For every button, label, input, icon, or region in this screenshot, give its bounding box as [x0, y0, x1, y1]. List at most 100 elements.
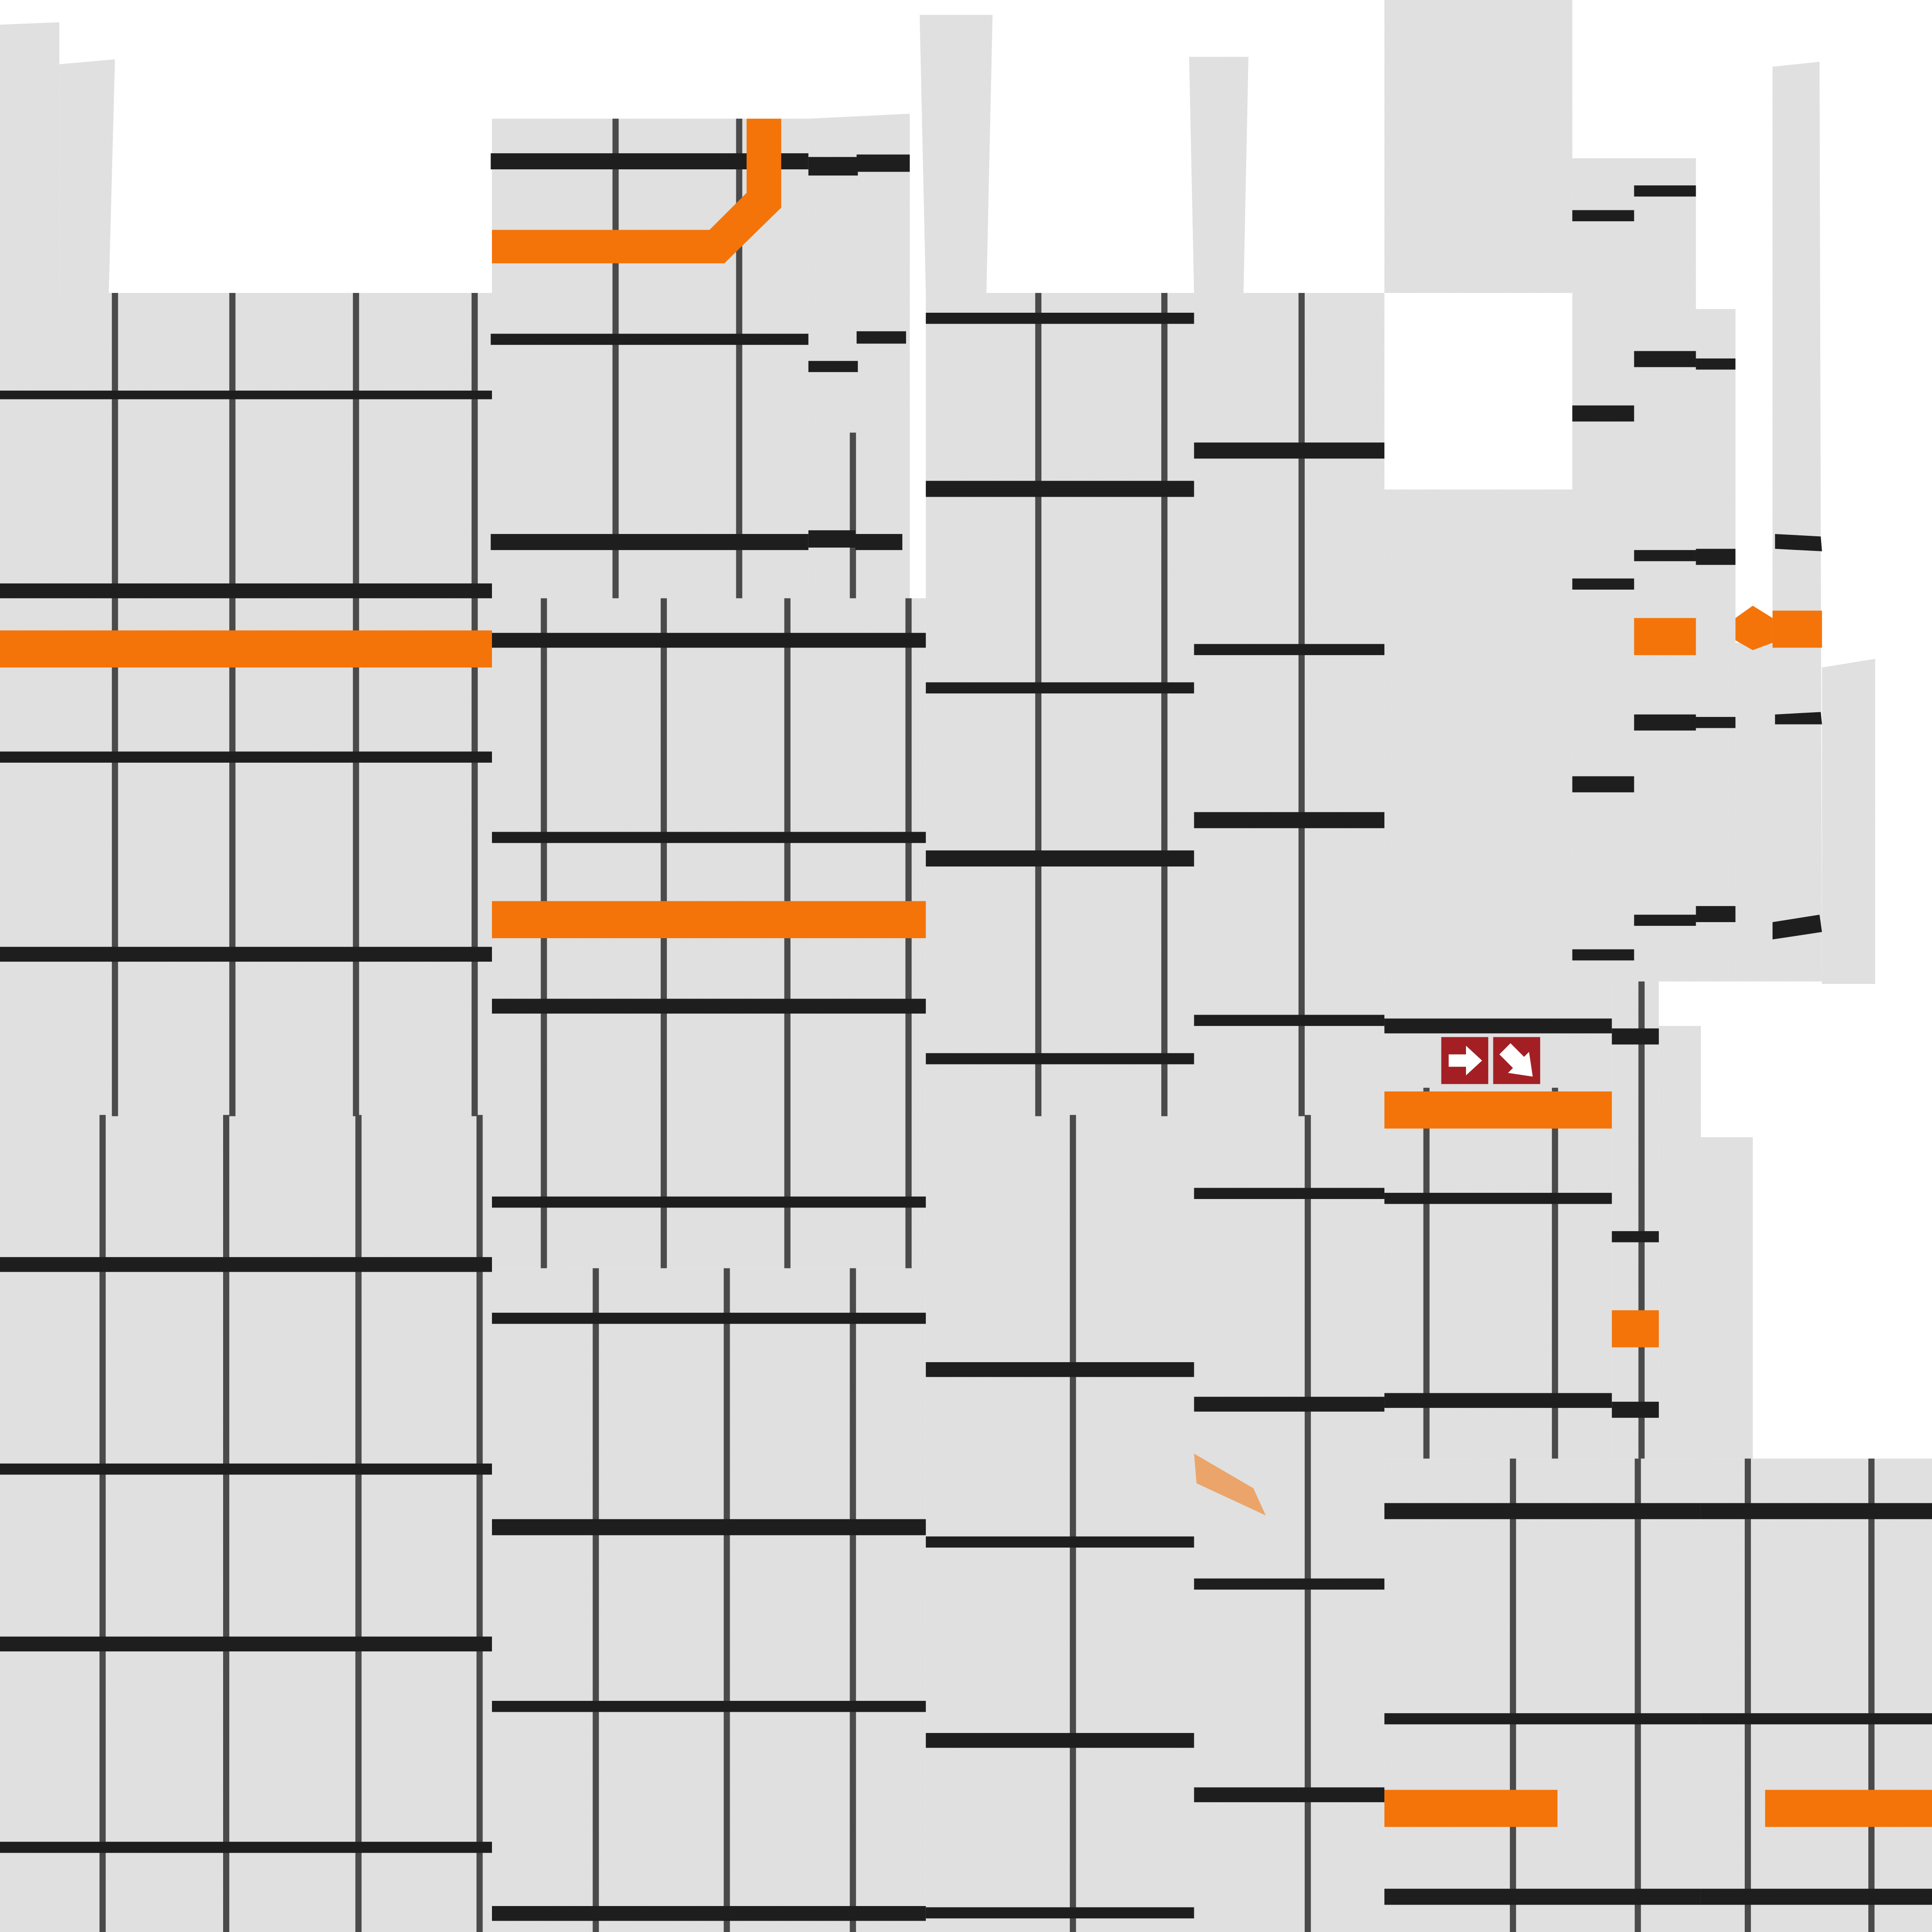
bar-layer [0, 153, 1932, 1921]
orange-stripe [1735, 606, 1773, 650]
black-band [1700, 1713, 1932, 1724]
facade-panel [1696, 309, 1736, 982]
facade-panel [0, 1115, 492, 1932]
facade-panel [59, 59, 115, 293]
black-band [1572, 949, 1634, 961]
black-band [808, 530, 856, 548]
grid-line [1070, 1115, 1076, 1932]
grid-line [223, 1115, 230, 1932]
grid-line [1634, 1458, 1641, 1932]
grid-line [849, 433, 856, 599]
black-band [1612, 1028, 1659, 1045]
arrow-down-right-icon [1499, 1043, 1533, 1077]
grid-line [1161, 293, 1168, 1116]
grid-line [99, 1115, 106, 1932]
black-band [1194, 1578, 1385, 1590]
grid-line [1744, 1458, 1751, 1932]
facade-panel [1612, 981, 1659, 1459]
grid-line [355, 1115, 362, 1932]
black-band [1700, 1889, 1932, 1905]
black-band [491, 1906, 926, 1921]
black-band [1634, 714, 1696, 731]
black-band [0, 1257, 492, 1272]
black-band [1634, 915, 1696, 926]
orange-stripe [1765, 1790, 1932, 1827]
black-band [1634, 351, 1696, 367]
black-band [491, 1313, 926, 1324]
black-band [1384, 1018, 1612, 1033]
black-band [1194, 644, 1385, 655]
accent-stripe-layer [0, 118, 1932, 1827]
facade-panel [1658, 1026, 1701, 1459]
black-band [808, 157, 858, 176]
facade-panel [1189, 57, 1249, 293]
grid-line [1423, 1088, 1430, 1459]
facade-panel [1822, 658, 1875, 984]
black-band [491, 534, 808, 550]
black-band [1634, 185, 1696, 197]
grid-line [112, 293, 118, 1116]
grid-line [1552, 1088, 1558, 1459]
grid-line [1868, 1458, 1875, 1932]
facade-panel [1735, 642, 1773, 982]
facade-panel [808, 118, 910, 599]
orange-stripe [1194, 1453, 1266, 1516]
black-band [1772, 915, 1822, 940]
orange-stripe [491, 118, 782, 264]
black-band [1194, 1015, 1385, 1026]
black-band [0, 947, 492, 962]
black-band [1194, 1397, 1385, 1412]
orange-stripe [1384, 1091, 1612, 1129]
black-band [1572, 405, 1634, 422]
black-band [1775, 534, 1822, 551]
black-band [1384, 1713, 1701, 1724]
black-band [0, 1463, 492, 1475]
black-band [0, 583, 492, 599]
grid-line [1298, 293, 1305, 1116]
black-band [0, 1636, 492, 1652]
black-band [1634, 550, 1696, 561]
black-band [1572, 210, 1634, 222]
facade-panel [0, 22, 59, 293]
black-band [925, 481, 1194, 497]
facade-panel [925, 1115, 1194, 1932]
black-band [491, 999, 926, 1014]
facade-panel [1772, 62, 1822, 982]
black-band [925, 850, 1194, 867]
black-band [857, 331, 906, 344]
grid-line [1510, 1458, 1516, 1932]
black-band [925, 1733, 1194, 1748]
facade-panel [1194, 293, 1385, 1116]
facade-panel [1572, 158, 1696, 309]
facade-panel [925, 293, 1194, 1116]
black-band [1572, 776, 1634, 792]
black-band [491, 333, 808, 345]
facade-panel [1384, 1458, 1701, 1932]
black-band [1384, 1503, 1701, 1519]
black-band [1775, 712, 1822, 724]
black-band [925, 1536, 1194, 1548]
facade-panel [1700, 1137, 1753, 1459]
black-band [1194, 812, 1385, 828]
black-band [1194, 442, 1385, 459]
black-band [1194, 1188, 1385, 1199]
grid-line [592, 1268, 599, 1932]
black-band [855, 534, 903, 550]
black-band [1384, 1192, 1612, 1204]
orange-stripe [1384, 1790, 1557, 1827]
grid-line [471, 293, 478, 1116]
black-band [491, 832, 926, 843]
grid-line [1305, 1115, 1311, 1932]
grid-line [736, 118, 742, 599]
black-band [1696, 549, 1736, 565]
facade-panel [1700, 1458, 1932, 1932]
black-band [1194, 1787, 1385, 1802]
black-band [1696, 716, 1736, 728]
grid-line [849, 1268, 856, 1932]
arrow-down-right-icon [1499, 1043, 1533, 1077]
facade-panel [808, 114, 910, 124]
grid-line [724, 1268, 730, 1932]
black-band [925, 313, 1194, 324]
grid-line [612, 118, 619, 599]
